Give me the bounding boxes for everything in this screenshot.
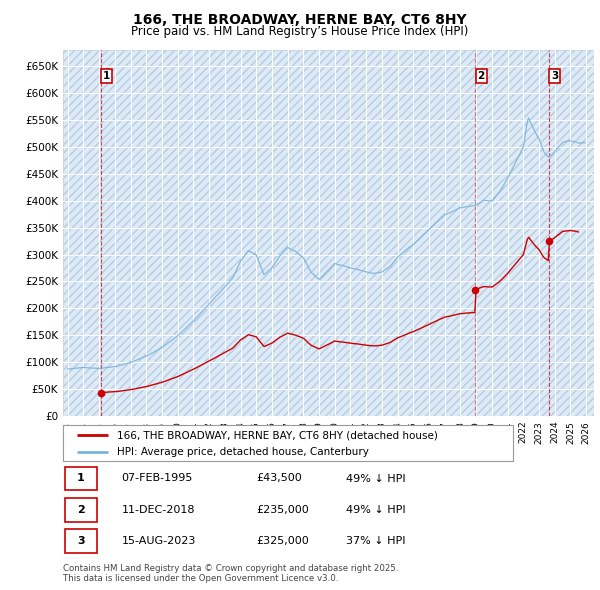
Text: 1: 1: [77, 474, 85, 483]
Text: 3: 3: [77, 536, 85, 546]
Text: 166, THE BROADWAY, HERNE BAY, CT6 8HY: 166, THE BROADWAY, HERNE BAY, CT6 8HY: [133, 13, 467, 27]
Text: 166, THE BROADWAY, HERNE BAY, CT6 8HY (detached house): 166, THE BROADWAY, HERNE BAY, CT6 8HY (d…: [117, 430, 438, 440]
Text: 07-FEB-1995: 07-FEB-1995: [121, 474, 193, 483]
Text: 15-AUG-2023: 15-AUG-2023: [121, 536, 196, 546]
FancyBboxPatch shape: [65, 498, 97, 522]
FancyBboxPatch shape: [65, 467, 97, 490]
Text: £325,000: £325,000: [257, 536, 309, 546]
Text: 1: 1: [103, 71, 110, 81]
Text: 49% ↓ HPI: 49% ↓ HPI: [347, 474, 406, 483]
Text: 2: 2: [77, 505, 85, 514]
FancyBboxPatch shape: [63, 425, 513, 461]
Text: £43,500: £43,500: [257, 474, 302, 483]
Text: 11-DEC-2018: 11-DEC-2018: [121, 505, 195, 514]
Text: Price paid vs. HM Land Registry’s House Price Index (HPI): Price paid vs. HM Land Registry’s House …: [131, 25, 469, 38]
Text: 2: 2: [478, 71, 485, 81]
Text: 37% ↓ HPI: 37% ↓ HPI: [347, 536, 406, 546]
Text: 3: 3: [551, 71, 559, 81]
FancyBboxPatch shape: [65, 529, 97, 553]
Text: Contains HM Land Registry data © Crown copyright and database right 2025.
This d: Contains HM Land Registry data © Crown c…: [63, 563, 398, 583]
Text: £235,000: £235,000: [257, 505, 309, 514]
Text: 49% ↓ HPI: 49% ↓ HPI: [347, 505, 406, 514]
Text: HPI: Average price, detached house, Canterbury: HPI: Average price, detached house, Cant…: [117, 447, 369, 457]
